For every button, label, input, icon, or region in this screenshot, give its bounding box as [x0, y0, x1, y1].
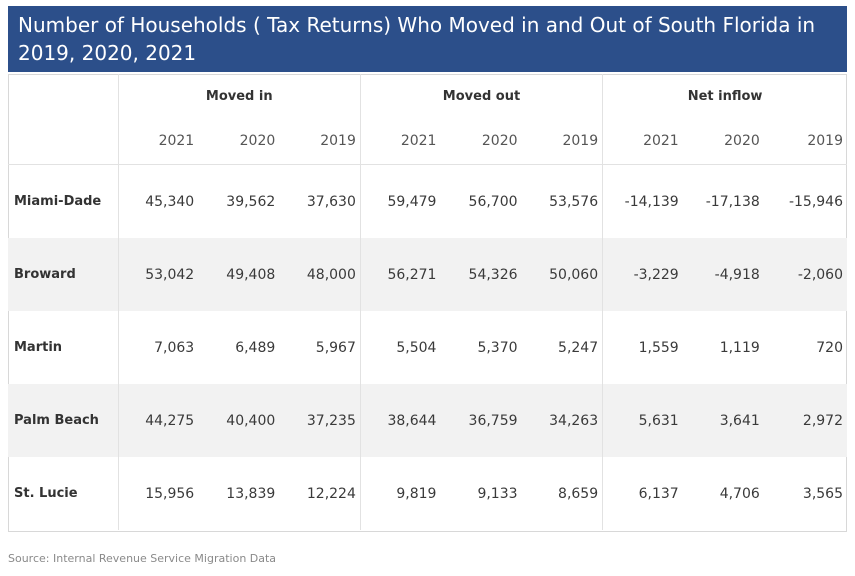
value-cell: 8,659: [558, 485, 599, 502]
year-header-row: 2021 2020 2019 2021 2020 2019 2021 2020 …: [8, 118, 847, 165]
value-cell: 720: [816, 339, 843, 356]
county-label: St. Lucie: [14, 486, 78, 501]
group-header-net-inflow: Net inflow: [602, 74, 847, 118]
year-header: 2020: [198, 118, 280, 165]
value-cell: 5,247: [558, 339, 599, 356]
year-header: 2019: [521, 118, 603, 165]
value-cell: 4,706: [719, 485, 760, 502]
value-cell: 37,630: [306, 193, 356, 210]
county-label: Martin: [14, 340, 63, 355]
value-cell: 5,967: [315, 339, 356, 356]
value-cell: -15,946: [788, 193, 843, 210]
migration-table: Moved in Moved out Net inflow 2021 2020 …: [8, 74, 847, 530]
value-cell: 6,489: [235, 339, 276, 356]
value-cell: 38,644: [359, 384, 441, 457]
value-cell: 7,063: [117, 311, 199, 384]
corner-cell: [8, 74, 118, 118]
year-header: 2019: [279, 118, 361, 165]
value-cell: 56,700: [468, 193, 518, 210]
value-cell: 48,000: [279, 238, 361, 311]
year-header: 2019: [763, 118, 847, 165]
group-header-moved-in: Moved in: [117, 74, 361, 118]
value-cell: -3,229: [602, 238, 683, 311]
value-cell: 5,631: [602, 384, 683, 457]
value-cell: -2,060: [763, 238, 847, 311]
value-cell: 53,576: [549, 193, 599, 210]
table-row: St. Lucie 15,956 13,839 12,224 9,819 9,133 8,6…: [8, 457, 847, 530]
year-header: 2021: [117, 118, 199, 165]
table-row: Miami-Dade 45,340 39,562 37,630 59,479 56,700…: [8, 164, 847, 238]
value-cell: 5,504: [359, 311, 441, 384]
value-cell: 1,559: [602, 311, 683, 384]
value-cell: 49,408: [198, 238, 280, 311]
value-cell: 40,400: [198, 384, 280, 457]
value-cell: 36,759: [440, 384, 522, 457]
value-cell: 56,271: [359, 238, 441, 311]
value-cell: -4,918: [682, 238, 764, 311]
year-header: 2020: [682, 118, 764, 165]
county-label: Miami-Dade: [14, 194, 102, 209]
value-cell: 59,479: [359, 164, 441, 238]
table-body: Miami-Dade 45,340 39,562 37,630 59,479 56,700…: [8, 164, 847, 530]
value-cell: 3,565: [802, 485, 843, 502]
value-cell: 1,119: [719, 339, 760, 356]
value-cell: 44,275: [117, 384, 199, 457]
value-cell: 13,839: [226, 485, 276, 502]
year-header: 2021: [359, 118, 441, 165]
value-cell: 6,137: [602, 457, 683, 530]
value-cell: 53,042: [117, 238, 199, 311]
group-header-moved-out: Moved out: [359, 74, 603, 118]
county-label: Broward: [8, 238, 119, 311]
table-row: Broward 53,042 49,408 48,000 56,271 54,326 50,…: [8, 238, 847, 311]
value-cell: 37,235: [279, 384, 361, 457]
source-note: Source: Internal Revenue Service Migrati…: [8, 552, 277, 565]
value-cell: -17,138: [705, 193, 760, 210]
table-row: Martin 7,063 6,489 5,967 5,504 5,370 5,247 1,55…: [8, 311, 847, 384]
value-cell: 9,133: [477, 485, 518, 502]
value-cell: 15,956: [117, 457, 199, 530]
value-cell: 50,060: [521, 238, 603, 311]
title-banner: Number of Households ( Tax Returns) Who …: [8, 6, 847, 72]
group-header-row: Moved in Moved out Net inflow: [8, 74, 847, 118]
value-cell: 9,819: [359, 457, 441, 530]
value-cell: -14,139: [602, 164, 683, 238]
year-header: 2020: [440, 118, 522, 165]
chart-title: Number of Households ( Tax Returns) Who …: [18, 13, 816, 65]
value-cell: 2,972: [763, 384, 847, 457]
value-cell: 45,340: [117, 164, 199, 238]
table-row: Palm Beach 44,275 40,400 37,235 38,644 36,759…: [8, 384, 847, 457]
year-header: 2021: [602, 118, 683, 165]
corner-cell: [8, 118, 119, 165]
value-cell: 3,641: [682, 384, 764, 457]
value-cell: 5,370: [477, 339, 518, 356]
county-label: Palm Beach: [8, 384, 119, 457]
value-cell: 54,326: [440, 238, 522, 311]
value-cell: 34,263: [521, 384, 603, 457]
value-cell: 39,562: [226, 193, 276, 210]
value-cell: 12,224: [306, 485, 356, 502]
